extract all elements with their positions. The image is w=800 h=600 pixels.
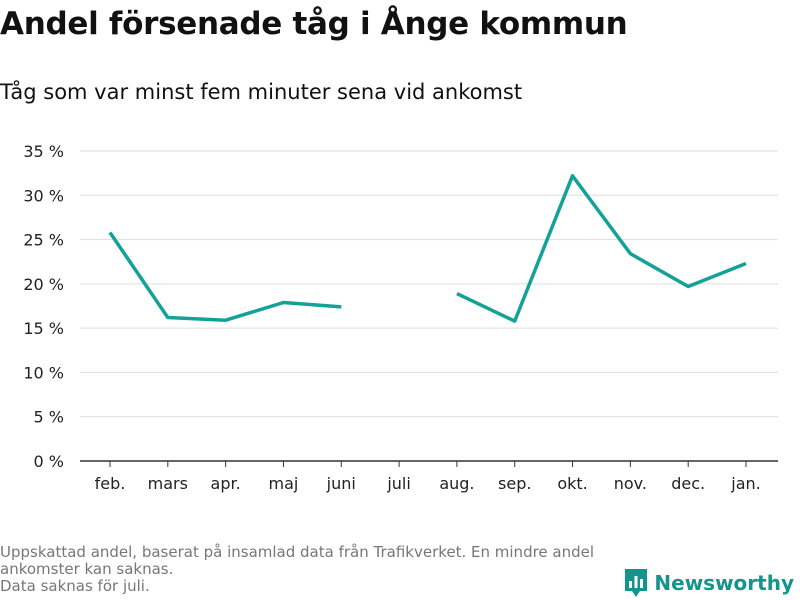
- x-tick-label: sep.: [498, 474, 531, 493]
- x-tick-label: okt.: [557, 474, 587, 493]
- newsworthy-logo-icon: [625, 569, 648, 597]
- line-chart: 0 % 5 % 10 % 15 % 20 % 25 % 30 % 35 % feb. mars ap…: [23, 142, 778, 493]
- x-tick-label: juli: [386, 474, 410, 493]
- x-tick-label: apr.: [211, 474, 241, 493]
- x-tick-label: feb.: [95, 474, 126, 493]
- y-tick-label: 10 %: [23, 363, 64, 382]
- y-tick-label: 20 %: [23, 275, 64, 294]
- x-tick-label: juni: [326, 474, 356, 493]
- y-tick-label: 5 %: [34, 408, 64, 427]
- x-tick-label: dec.: [671, 474, 705, 493]
- x-tick-label: maj: [269, 474, 299, 493]
- y-tick-label: 15 %: [23, 319, 64, 338]
- series-line: [456, 174, 747, 323]
- series-line: [108, 231, 342, 322]
- footnote: Uppskattad andel, baserat på insamlad da…: [0, 544, 640, 595]
- brand-name: Newsworthy: [654, 571, 794, 595]
- chart-title: Andel försenade tåg i Ånge kommun: [0, 6, 628, 42]
- y-tick-label: 30 %: [23, 186, 64, 205]
- x-tick-label: mars: [148, 474, 188, 493]
- chart-subtitle: Tåg som var minst fem minuter sena vid a…: [0, 80, 523, 104]
- x-tick-label: jan.: [730, 474, 760, 493]
- y-tick-label: 35 %: [23, 142, 64, 161]
- x-tick-label: nov.: [614, 474, 647, 493]
- brand-logo: Newsworthy: [624, 568, 794, 598]
- y-tick-label: 0 %: [34, 452, 64, 471]
- footnote-line: Uppskattad andel, baserat på insamlad da…: [0, 543, 595, 561]
- footnote-line: Data saknas för juli.: [0, 577, 150, 595]
- x-tick-label: aug.: [439, 474, 474, 493]
- footnote-line: ankomster kan saknas.: [0, 560, 174, 578]
- y-tick-label: 25 %: [23, 231, 64, 250]
